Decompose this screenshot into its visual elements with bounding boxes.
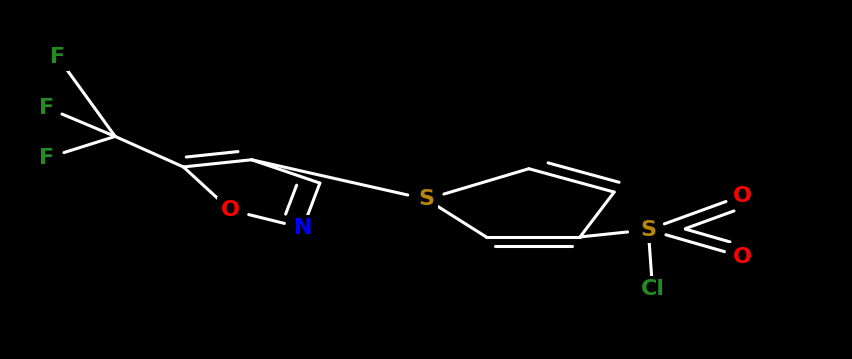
Text: O: O <box>221 200 239 220</box>
Text: N: N <box>293 218 312 238</box>
Text: S: S <box>640 220 655 240</box>
Text: O: O <box>732 186 751 206</box>
Text: F: F <box>39 148 55 168</box>
Text: O: O <box>732 247 751 267</box>
Text: F: F <box>50 47 66 67</box>
Text: F: F <box>39 98 55 118</box>
Text: Cl: Cl <box>640 279 664 299</box>
Text: S: S <box>418 189 434 209</box>
